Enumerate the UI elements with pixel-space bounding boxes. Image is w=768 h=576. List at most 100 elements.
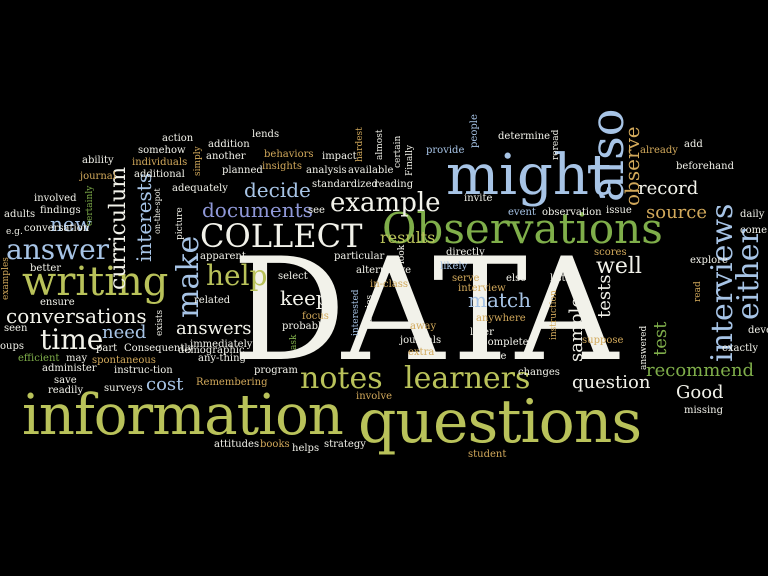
word-hardest: hardest (355, 127, 365, 162)
word-planned: planned (222, 165, 263, 176)
word-certain: certain (393, 135, 403, 168)
word-suppose: suppose (582, 335, 624, 346)
word-keep: keep (280, 286, 329, 310)
word-well: well (596, 254, 642, 279)
word-another: another (206, 151, 246, 162)
word-related: related (194, 295, 231, 306)
word-particular: particular (334, 251, 385, 262)
word-read: read (693, 281, 703, 302)
word-answered: answered (639, 325, 649, 370)
word-complete: complete (482, 337, 529, 348)
word-impact: impact (322, 151, 357, 162)
word-later: later (470, 327, 494, 338)
word-journal: journal (80, 171, 116, 182)
word-develop: deve (748, 325, 768, 336)
word-lists: lists (550, 273, 571, 284)
word-question: question (572, 372, 651, 393)
word-invite: invite (464, 193, 493, 204)
word-record: record (638, 178, 699, 199)
word-focus: focus (302, 311, 329, 322)
word-else: else (506, 273, 527, 284)
word-event: event (508, 207, 536, 218)
word-part: part (96, 343, 118, 354)
word-extra: extra (408, 347, 435, 358)
word-information: information (22, 383, 344, 448)
word-issue: issue (606, 205, 632, 216)
word-serve: serve (452, 273, 480, 284)
word-student: student (468, 449, 507, 460)
word-select: select (278, 271, 308, 282)
word-exists: exists (155, 309, 165, 336)
word-involved: involved (34, 193, 77, 204)
word-writing: writing (22, 259, 169, 305)
word-missing: missing (684, 405, 723, 416)
word-away: away (410, 321, 437, 332)
word-changes: changes (518, 367, 560, 378)
word-answers: answers (176, 318, 252, 339)
word-reading: reading (374, 179, 414, 190)
word-behaviors: behaviors (264, 149, 314, 160)
word-samples: samples (566, 287, 587, 362)
word-additional: additional (134, 169, 185, 180)
word-test: test (650, 321, 671, 356)
word-onthespot: on-the-spot (153, 188, 162, 234)
word-seen: seen (4, 323, 28, 334)
word-notes: notes (300, 361, 383, 396)
word-scores: scores (594, 247, 627, 258)
word-better: better (30, 263, 62, 274)
word-alternative: alternative (356, 265, 412, 276)
word-strategy: strategy (324, 439, 366, 450)
word-answer: answer (6, 233, 110, 266)
word-tests: tests (594, 274, 615, 318)
word-efficient: efficient (18, 353, 60, 364)
word-almost: almost (375, 129, 385, 160)
word-decide: decide (244, 178, 311, 202)
word-apparent: apparent (200, 251, 246, 262)
word-documents: documents (202, 198, 313, 222)
word-conversation: conversation (24, 223, 90, 234)
word-match: match (468, 288, 532, 312)
word-results: results (380, 228, 436, 247)
word-findings: findings (40, 205, 81, 216)
word-questions: questions (358, 387, 642, 457)
word-series: series (365, 294, 375, 322)
word-new: new (50, 212, 92, 236)
word-save: save (54, 375, 77, 386)
word-action: action (162, 133, 194, 144)
word-consequently: Consequently (124, 343, 194, 354)
word-daily: daily (740, 209, 765, 220)
word-examples: examples (1, 257, 11, 300)
word-need: need (102, 322, 147, 343)
word-ability: ability (82, 155, 114, 166)
word-explore: explore (690, 255, 728, 266)
word-individuals: individuals (132, 157, 188, 168)
word-curriculum: curriculum (106, 166, 131, 290)
word-analysis: analysis (306, 165, 347, 176)
word-readily: readily (48, 385, 84, 396)
word-available: available (348, 165, 394, 176)
word-source: source (646, 202, 708, 223)
word-certainly: certainly (85, 185, 95, 226)
word-adults: adults (4, 209, 36, 220)
word-learners: learners (404, 361, 531, 396)
word-attitudes: attitudes (214, 439, 260, 450)
word-books: books (260, 439, 290, 450)
word-collect: COLLECT (200, 217, 363, 255)
word-lends: lends (252, 129, 280, 140)
word-insights: insights (262, 161, 302, 172)
word-either: either (731, 229, 766, 320)
word-surveys: surveys (104, 383, 143, 394)
word-provide: provide (426, 145, 465, 156)
word-administer: administer (42, 363, 97, 374)
word-instruction: instruction (549, 290, 559, 340)
word-eg: e.g. (6, 227, 23, 237)
word-look: look (397, 244, 407, 264)
word-beforehand: beforehand (676, 161, 734, 172)
word-spontaneous: spontaneous (92, 355, 156, 366)
word-groups: oups (0, 341, 24, 352)
word-add: add (684, 139, 703, 150)
word-instructtion: instruc-tion (114, 365, 173, 376)
word-involve: involve (356, 391, 393, 402)
word-interview: interview (458, 283, 506, 294)
